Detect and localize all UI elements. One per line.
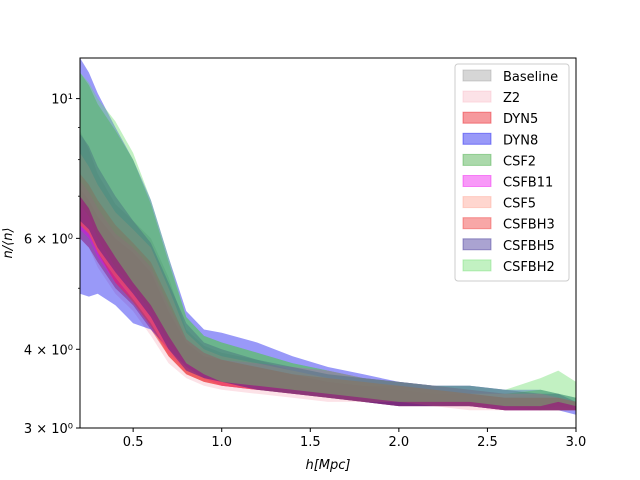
plot-frame xyxy=(79,57,577,429)
legend-swatch-csf2 xyxy=(462,153,492,166)
legend-label-z2: Z2 xyxy=(503,91,520,106)
x-tick-label: 1.0 xyxy=(211,435,232,450)
x-tick-label: 3.0 xyxy=(566,435,587,450)
legend-label-csf5: CSF5 xyxy=(503,197,536,212)
x-tick-label: 0.5 xyxy=(123,435,144,450)
legend-swatch-dyn8 xyxy=(462,132,492,145)
legend-label-csfbh3: CSFBH3 xyxy=(503,218,555,233)
x-tick-label: 2.5 xyxy=(477,435,498,450)
x-axis-label: h[Mpc] xyxy=(306,458,351,473)
legend-label-dyn8: DYN8 xyxy=(503,133,538,148)
legend: Baseline Z2 DYN5 DYN8 CSF2 CSFB11 CSF5 CSFBH3 CS… xyxy=(454,63,570,282)
legend-label-csfbh5: CSFBH5 xyxy=(503,239,555,254)
legend-swatch-csfb11 xyxy=(462,175,492,187)
legend-swatch-dyn5 xyxy=(462,111,492,124)
y-axis: 3 × 10⁰ 4 × 10⁰ 6 × 10⁰ 10¹ xyxy=(24,93,80,437)
legend-label-csfbh2: CSFBH2 xyxy=(503,260,555,275)
legend-label-dyn5: DYN5 xyxy=(503,112,538,127)
y-tick-label: 6 × 10⁰ xyxy=(24,232,73,247)
legend-swatch-csf5 xyxy=(462,196,492,209)
legend-swatch-baseline xyxy=(462,69,492,82)
x-tick-label: 2.0 xyxy=(389,435,410,450)
legend-label-csfb11: CSFB11 xyxy=(503,176,553,191)
x-tick-label: 1.5 xyxy=(300,435,321,450)
y-tick-label: 10¹ xyxy=(51,93,73,108)
legend-swatch-csfbh3 xyxy=(462,217,492,230)
legend-box xyxy=(454,63,570,282)
legend-label-baseline: Baseline xyxy=(503,70,558,85)
legend-label-csf2: CSF2 xyxy=(503,154,536,169)
legend-swatch-csfbh2 xyxy=(462,259,492,272)
legend-swatch-csfbh5 xyxy=(462,238,492,251)
series-bands xyxy=(80,58,576,415)
y-tick-label: 4 × 10⁰ xyxy=(24,343,73,358)
legend-swatch-z2 xyxy=(462,90,492,103)
band-csfb11 xyxy=(80,181,576,411)
y-tick-label: 3 × 10⁰ xyxy=(24,422,73,437)
x-axis: 0.5 1.0 1.5 2.0 2.5 3.0 xyxy=(123,428,587,450)
y-axis-label: n/⟨n⟩ xyxy=(1,227,16,258)
